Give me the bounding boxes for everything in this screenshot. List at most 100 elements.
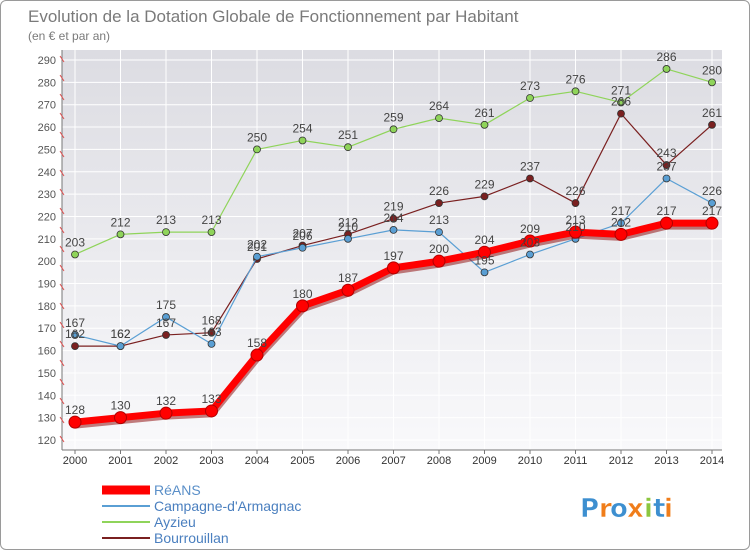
y-axis-dash (59, 131, 65, 139)
series-point (569, 225, 582, 239)
series-point (344, 143, 352, 152)
data-label: 167 (156, 316, 176, 330)
series-point (162, 313, 170, 321)
series-point (660, 216, 673, 230)
y-axis-dash (59, 226, 65, 234)
series-point (162, 331, 170, 339)
series-point (341, 283, 355, 297)
y-axis-dash (59, 340, 65, 348)
data-label: 226 (565, 184, 585, 198)
legend-label: Ayzieu (154, 514, 196, 530)
series-point (526, 250, 534, 259)
data-label: 273 (520, 79, 540, 93)
y-axis-dash (59, 169, 65, 177)
series-point (708, 199, 716, 207)
series-point (435, 228, 443, 237)
y-axis-dash (59, 283, 65, 291)
chart-subtitle: (en € et par an) (28, 29, 110, 43)
series-point (159, 406, 173, 420)
data-label: 276 (565, 72, 585, 86)
data-label: 202 (247, 238, 267, 252)
y-tick-label: 270 (38, 100, 56, 112)
series-point (71, 342, 79, 351)
series-point (389, 225, 398, 234)
series-point (662, 161, 671, 169)
data-label: 162 (65, 327, 85, 341)
y-axis-dash (59, 359, 65, 367)
series-point (250, 348, 264, 362)
axes: 120 130 140 150 160 170 180 190 200 210 220 230 240 2… (38, 50, 724, 467)
data-label: 175 (156, 298, 176, 312)
series-point (298, 136, 307, 145)
x-tick-label: 2004 (245, 455, 269, 467)
data-label: 187 (338, 271, 358, 285)
data-label: 130 (110, 399, 130, 413)
data-label: 209 (520, 222, 540, 236)
series-point (478, 245, 491, 259)
series-point (253, 252, 261, 261)
series-point (480, 192, 489, 201)
series-layer (68, 65, 719, 429)
data-label: 217 (702, 204, 722, 218)
series-point (526, 174, 534, 183)
series-point (387, 261, 400, 275)
series-point (662, 65, 671, 73)
data-label: 237 (520, 159, 540, 173)
y-tick-label: 120 (38, 435, 56, 447)
brand-letter: t (653, 494, 665, 524)
y-tick-label: 220 (38, 211, 56, 223)
series-point (207, 339, 216, 348)
data-label: 280 (702, 63, 722, 77)
series-point (205, 404, 218, 418)
brand-letter: P (580, 494, 599, 524)
y-tick-label: 170 (38, 323, 56, 335)
y-axis-dash (59, 93, 65, 101)
series-point (68, 415, 82, 429)
data-label: 197 (383, 249, 403, 263)
brand-letter: r (599, 494, 612, 524)
series-point (296, 299, 309, 313)
data-label: 261 (702, 106, 722, 120)
data-label: 264 (429, 99, 449, 113)
series-point (162, 228, 170, 237)
series-point (432, 254, 446, 268)
y-axis-dash (59, 302, 65, 310)
y-axis-dash (59, 264, 65, 272)
data-label: 286 (656, 50, 676, 64)
series-point (116, 342, 125, 351)
series-point (435, 199, 443, 207)
data-label: 226 (702, 184, 722, 198)
y-axis-dash (59, 112, 65, 120)
series-point (571, 87, 580, 96)
y-tick-label: 280 (38, 77, 56, 89)
data-label: 201 (247, 240, 267, 254)
brand-letter: i (644, 494, 653, 524)
y-axis-dash (59, 150, 65, 158)
y-axis-dash (59, 435, 65, 443)
data-label: 254 (292, 121, 312, 135)
data-label: 243 (656, 146, 676, 160)
data-label: 168 (201, 314, 221, 328)
data-label: 167 (65, 316, 85, 330)
brand-letter: o (610, 494, 628, 524)
series-point (114, 411, 127, 425)
x-tick-label: 2011 (564, 455, 588, 467)
y-tick-label: 230 (38, 189, 56, 201)
series-point (480, 268, 489, 277)
data-label: 219 (383, 200, 403, 214)
series-point (617, 219, 625, 228)
series-point (571, 199, 580, 207)
data-label: 229 (474, 177, 494, 191)
legend-label: Campagne-d'Armagnac (154, 498, 301, 514)
data-label: 214 (383, 211, 403, 225)
data-label: 206 (292, 229, 312, 243)
x-tick-label: 2008 (427, 455, 451, 467)
series-point (617, 109, 625, 118)
data-label: 212 (338, 215, 358, 229)
data-label: 162 (110, 327, 130, 341)
data-label: 261 (474, 106, 494, 120)
legend-label: Bourrouillan (154, 530, 229, 546)
series-point (253, 145, 261, 154)
data-label: 237 (656, 159, 676, 173)
